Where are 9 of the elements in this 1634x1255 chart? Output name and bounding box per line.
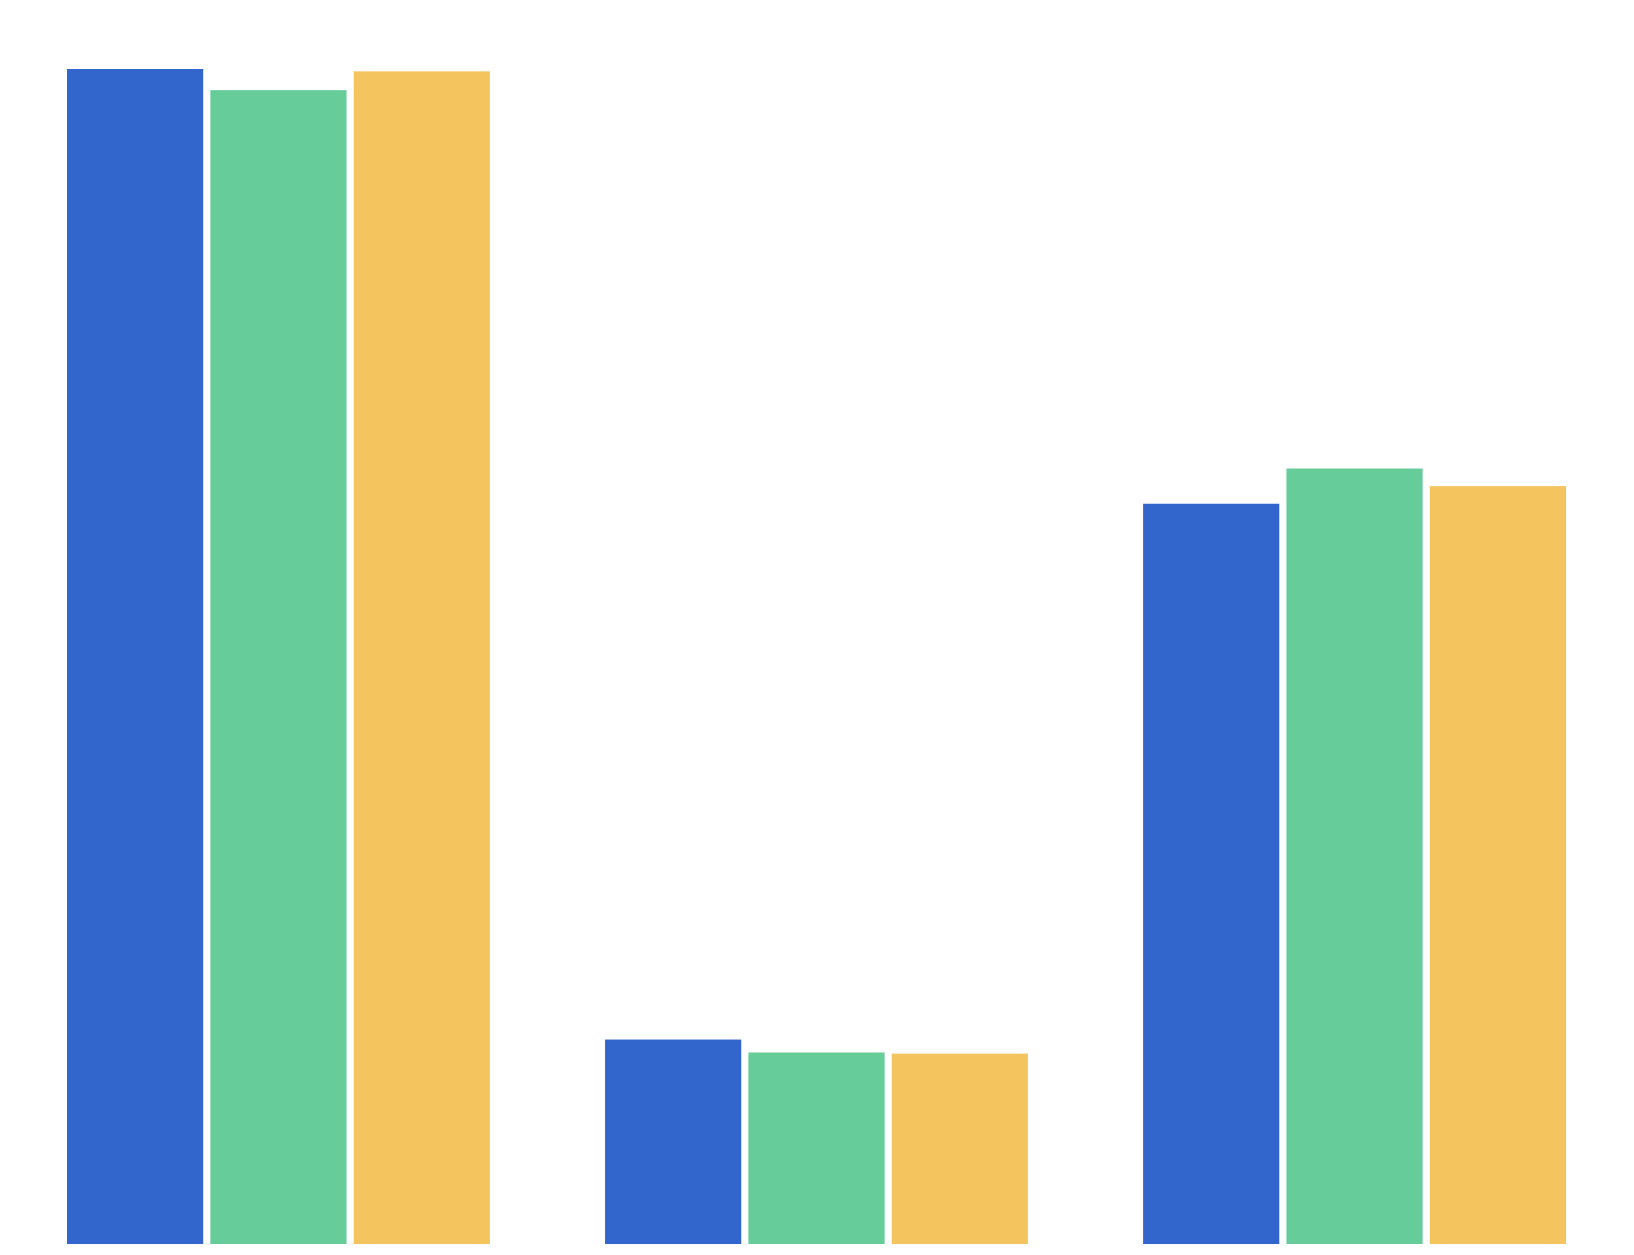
- bar: [67, 69, 204, 1244]
- bar: [1286, 468, 1423, 1244]
- bar: [1429, 486, 1566, 1244]
- bar: [891, 1053, 1028, 1244]
- bar: [210, 90, 347, 1244]
- bar: [1143, 503, 1280, 1244]
- bar: [605, 1039, 742, 1244]
- bar: [748, 1052, 885, 1244]
- bar: [353, 71, 490, 1244]
